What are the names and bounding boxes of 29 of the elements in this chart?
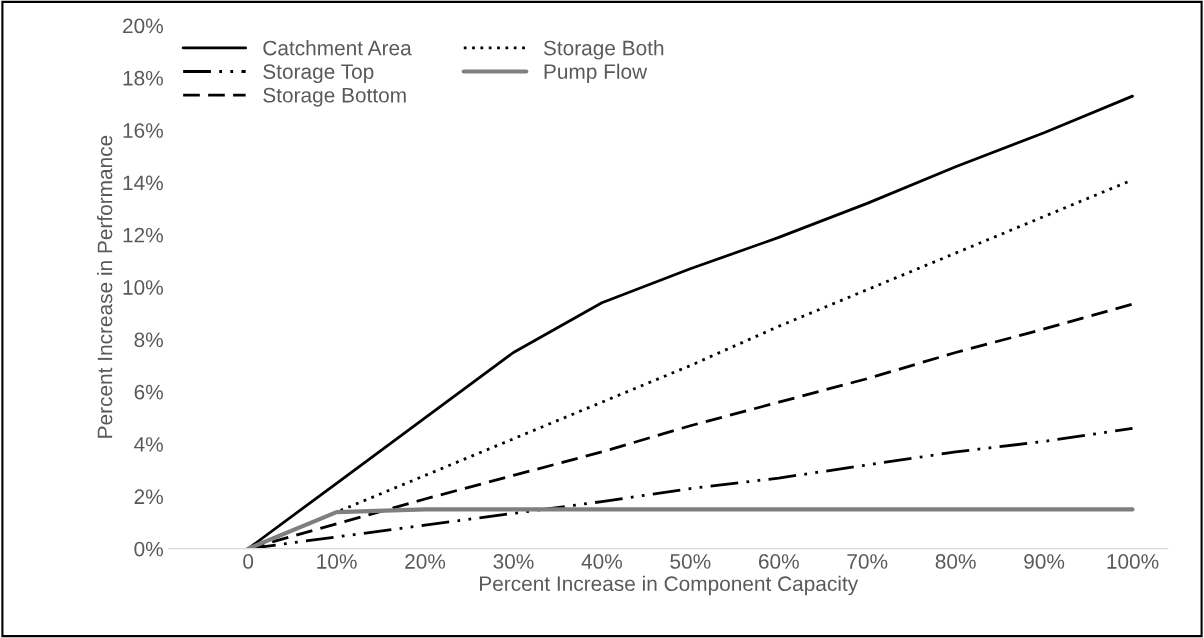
x-tick-label: 80% [935, 554, 976, 569]
legend-label: Storage Both [543, 40, 664, 60]
legend-label: Storage Top [263, 64, 374, 84]
x-tick-label: 70% [847, 554, 888, 569]
y-tick-label: 10% [123, 280, 163, 295]
x-tick-label: 10% [317, 554, 357, 569]
y-tick-label: 18% [123, 70, 163, 86]
y-tick-label: 20% [123, 18, 163, 34]
y-tick-label: 2% [134, 489, 163, 505]
x-tick-label: 30% [493, 554, 534, 569]
x-tick-label: 0 [243, 554, 254, 569]
y-tick-label: 12% [123, 227, 163, 243]
legend-label: Catchment Area [263, 40, 412, 56]
x-tick-label: 90% [1024, 554, 1065, 569]
x-axis-title: Percent Increase in Component Capacity [480, 575, 859, 596]
y-tick-label: 4% [134, 437, 163, 452]
legend-label: Pump Flow [544, 63, 648, 84]
x-tick-label: 50% [670, 554, 711, 569]
legend-label: Storage Bottom [263, 87, 406, 107]
y-tick-label: 8% [134, 332, 163, 348]
y-axis-title: Percent Increase in Performance [97, 135, 113, 438]
y-tick-label: 16% [123, 123, 163, 138]
x-tick-label: 20% [405, 554, 446, 569]
x-tick-label: 40% [581, 554, 622, 569]
y-tick-label: 14% [123, 175, 163, 191]
y-tick-label: 6% [134, 384, 163, 400]
x-tick-label: 100% [1107, 554, 1159, 569]
x-tick-label: 60% [758, 554, 799, 569]
y-tick-label: 0% [134, 541, 163, 557]
